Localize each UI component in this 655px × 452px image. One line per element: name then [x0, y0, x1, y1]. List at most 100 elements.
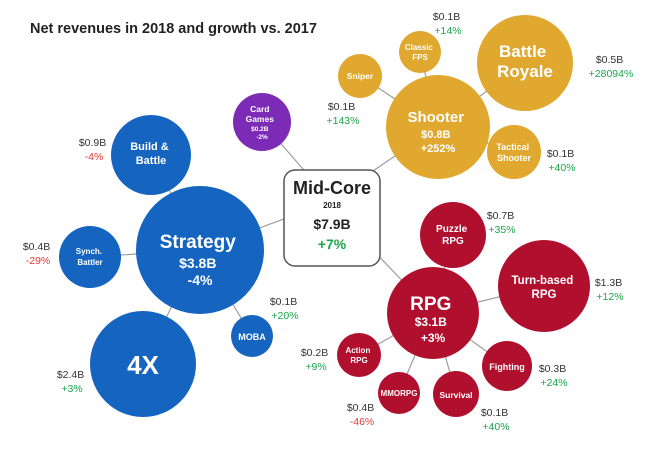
svg-text:$1.3B +12%: $1.3B +12%: [595, 277, 625, 303]
4x-label: 4X: [127, 350, 159, 380]
chart-title: Net revenues in 2018 and growth vs. 2017: [30, 21, 317, 37]
svg-text:$0.1B +143%: $0.1B +143%: [327, 101, 360, 127]
build-battle-label-2: Battle: [136, 155, 167, 167]
shooter-bubble[interactable]: [386, 75, 490, 179]
mid-core-value: $7.9B: [313, 216, 350, 232]
classic-fps-label-2: FPS: [412, 53, 428, 62]
moba-bubble[interactable]: [231, 315, 273, 357]
build-battle-label-1: Build &: [130, 141, 169, 153]
tactical-shooter-bubble[interactable]: [487, 125, 541, 179]
4x-bubble[interactable]: [90, 311, 196, 417]
card-games-value: $0.2B: [251, 126, 269, 133]
classic-fps-growth: +14%: [434, 25, 461, 37]
svg-text:$0.1B +20%: $0.1B +20%: [270, 296, 300, 322]
build-battle-value: $0.9B: [79, 137, 106, 149]
svg-text:Turn-based RPG: Turn-based RPG: [512, 275, 577, 301]
card-games-label-2: Games: [246, 114, 275, 124]
svg-text:$0.4B -29%: $0.4B -29%: [23, 241, 53, 267]
svg-text:Synch. Battler: Synch. Battler: [76, 247, 104, 267]
shooter-value: $0.8B: [421, 129, 450, 141]
moba-label: MOBA: [238, 332, 266, 342]
rpg-cluster: Puzzle RPG $0.7B +35% Turn-based RPG $1.…: [301, 202, 625, 433]
survival-bubble[interactable]: [433, 371, 479, 417]
action-rpg-value: $0.2B: [301, 347, 328, 359]
mid-core-node[interactable]: Mid-Core 2018 $7.9B +7%: [283, 169, 381, 267]
card-games-bubble[interactable]: [233, 93, 291, 151]
action-rpg-bubble[interactable]: [337, 333, 381, 377]
mid-core-title: Mid-Core: [293, 178, 371, 198]
svg-text:Puzzle RPG: Puzzle RPG: [436, 224, 470, 247]
svg-text:$0.1B +40%: $0.1B +40%: [547, 148, 577, 174]
classic-fps-value: $0.1B: [433, 11, 460, 23]
tactical-shooter-growth: +40%: [548, 162, 575, 174]
turn-based-rpg-bubble[interactable]: [498, 240, 590, 332]
strategy-label: Strategy: [160, 232, 236, 253]
4x-growth: +3%: [61, 383, 82, 395]
svg-text:$0.1B +14%: $0.1B +14%: [433, 11, 463, 37]
synch-battler-bubble[interactable]: [59, 226, 121, 288]
svg-text:$0.1B +40%: $0.1B +40%: [481, 407, 511, 433]
build-battle-bubble[interactable]: [111, 115, 191, 195]
fighting-bubble[interactable]: [482, 341, 532, 391]
rpg-bubble[interactable]: [387, 267, 479, 359]
synch-battler-label-1: Synch.: [76, 247, 102, 256]
classic-fps-bubble[interactable]: [399, 31, 441, 73]
svg-text:Card Games $0.2B: Card Games $0.2B -2%: [246, 99, 279, 141]
card-games-cluster: Card Games $0.2B -2%: [233, 93, 291, 151]
tactical-shooter-label-1: Tactical: [496, 142, 529, 152]
mid-core-year: 2018: [323, 201, 341, 210]
moba-value: $0.1B: [270, 296, 297, 308]
synch-battler-value: $0.4B: [23, 241, 50, 253]
mmorpg-value: $0.4B: [347, 402, 374, 414]
svg-text:$0.4B -46%: $0.4B -46%: [347, 402, 377, 428]
survival-label: Survival: [439, 390, 472, 400]
synch-battler-label-2: Battler: [77, 258, 102, 267]
classic-fps-label-1: Classic: [405, 43, 434, 52]
svg-text:RPG $3.1B +3%: RPG $3.1B +3%: [410, 294, 456, 345]
strategy-cluster: Build & Battle $0.9B -4% Synch. Battler …: [23, 115, 300, 417]
puzzle-rpg-label-1: Puzzle: [436, 224, 468, 235]
turn-based-rpg-growth: +12%: [596, 291, 623, 303]
sniper-growth: +143%: [327, 115, 360, 127]
4x-value: $2.4B: [57, 369, 84, 381]
mmorpg-growth: -46%: [350, 416, 375, 428]
svg-text:Battle Royale: Battle Royale: [497, 42, 553, 81]
svg-text:$0.5B +28094%: $0.5B +28094%: [589, 54, 634, 80]
puzzle-rpg-growth: +35%: [488, 224, 515, 236]
tactical-shooter-value: $0.1B: [547, 148, 574, 160]
action-rpg-label-2: RPG: [350, 356, 367, 365]
strategy-bubble[interactable]: [136, 186, 264, 314]
battle-royale-bubble[interactable]: [477, 15, 573, 111]
shooter-cluster: Sniper $0.1B +143% Classic FPS $0.1B +14…: [327, 11, 634, 179]
rpg-label: RPG: [410, 294, 451, 315]
turn-based-rpg-label-2: RPG: [532, 289, 557, 301]
svg-text:Shooter $0.8B +252: Shooter $0.8B +252%: [407, 109, 468, 155]
turn-based-rpg-label-1: Turn-based: [512, 275, 574, 287]
tactical-shooter-label-2: Shooter: [497, 153, 531, 163]
fighting-value: $0.3B: [539, 363, 566, 375]
mid-core-box[interactable]: [283, 169, 381, 267]
sniper-bubble[interactable]: [338, 54, 382, 98]
svg-text:$0.9B -4%: $0.9B -4%: [79, 137, 109, 163]
turn-based-rpg-value: $1.3B: [595, 277, 622, 289]
action-rpg-growth: +9%: [305, 361, 326, 373]
strategy-value: $3.8B: [179, 255, 216, 271]
mmorpg-bubble[interactable]: [378, 372, 420, 414]
battle-royale-label-1: Battle: [499, 42, 546, 61]
sniper-label: Sniper: [347, 71, 374, 81]
fighting-growth: +24%: [540, 377, 567, 389]
puzzle-rpg-bubble[interactable]: [420, 202, 486, 268]
battle-royale-growth: +28094%: [589, 68, 634, 80]
survival-value: $0.1B: [481, 407, 508, 419]
svg-text:Strategy $3.8B -4%: Strategy $3.8B -4%: [160, 232, 240, 288]
build-battle-growth: -4%: [85, 151, 104, 163]
rpg-growth: +3%: [421, 331, 446, 345]
svg-text:Classic FPS: Classic FPS: [405, 43, 435, 62]
card-games-growth: -2%: [256, 134, 268, 141]
svg-text:$0.7B +35%: $0.7B +35%: [487, 210, 517, 236]
moba-growth: +20%: [271, 310, 298, 322]
svg-text:$0.2B +9%: $0.2B +9%: [301, 347, 331, 373]
svg-text:Action RPG: Action RPG: [345, 346, 372, 365]
